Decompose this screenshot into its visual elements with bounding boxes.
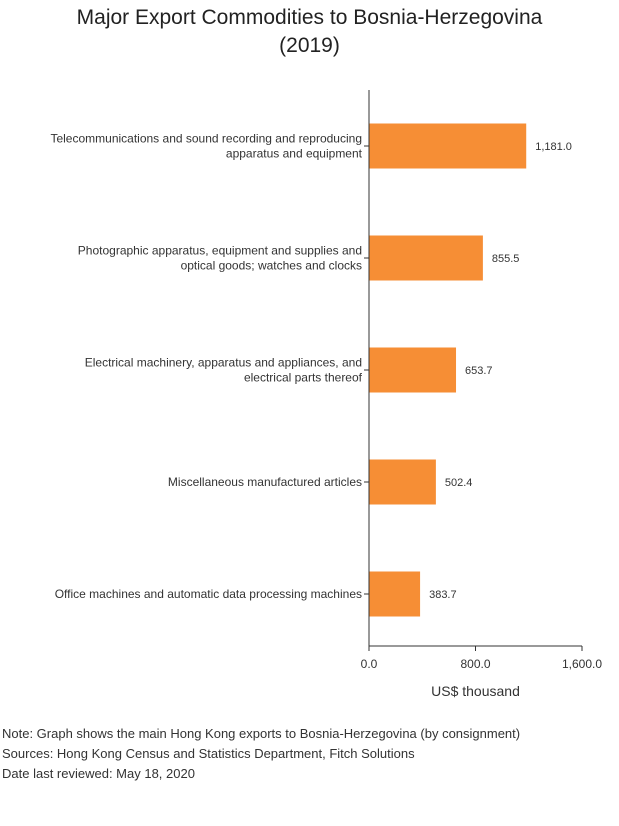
x-axis-title: US$ thousand <box>431 683 520 699</box>
sources-text: Sources: Hong Kong Census and Statistics… <box>2 746 415 761</box>
bar-1 <box>369 235 483 281</box>
bar-4 <box>369 571 421 617</box>
bar-2 <box>369 347 457 393</box>
value-label-1: 855.5 <box>492 253 520 265</box>
chart-title: Major Export Commodities to Bosnia-Herze… <box>0 4 619 60</box>
bars-layer <box>369 123 527 617</box>
category-label-3: Miscellaneous manufactured articles <box>168 475 362 489</box>
category-label-1: Photographic apparatus, equipment and su… <box>78 244 362 273</box>
chart-title-line-2: (2019) <box>279 34 340 57</box>
value-label-0: 1,181.0 <box>535 141 572 153</box>
value-label-3: 502.4 <box>445 477 473 489</box>
x-axis: 0.0 800.0 1,600.0 US$ thousand <box>361 90 602 699</box>
category-label-4: Office machines and automatic data proce… <box>55 587 362 601</box>
chart-title-line-1: Major Export Commodities to Bosnia-Herze… <box>76 6 543 29</box>
category-label-0: Telecommunications and sound recording a… <box>50 132 362 161</box>
x-tick-label-2: 1,600.0 <box>562 657 602 671</box>
note-text: Note: Graph shows the main Hong Kong exp… <box>2 726 521 741</box>
chart-notes: Note: Graph shows the main Hong Kong exp… <box>2 724 602 784</box>
x-tick-label-0: 0.0 <box>361 657 378 671</box>
category-label-2: Electrical machinery, apparatus and appl… <box>85 356 363 385</box>
date-reviewed-text: Date last reviewed: May 18, 2020 <box>2 766 195 781</box>
x-tick-label-1: 800.0 <box>460 657 490 671</box>
bar-chart: 1,181.0 Telecommunications and sound reco… <box>50 90 602 699</box>
value-label-4: 383.7 <box>429 589 457 601</box>
labels-layer: 1,181.0 Telecommunications and sound reco… <box>50 132 571 602</box>
bar-3 <box>369 459 436 505</box>
bar-0 <box>369 123 527 169</box>
value-label-2: 653.7 <box>465 365 493 377</box>
